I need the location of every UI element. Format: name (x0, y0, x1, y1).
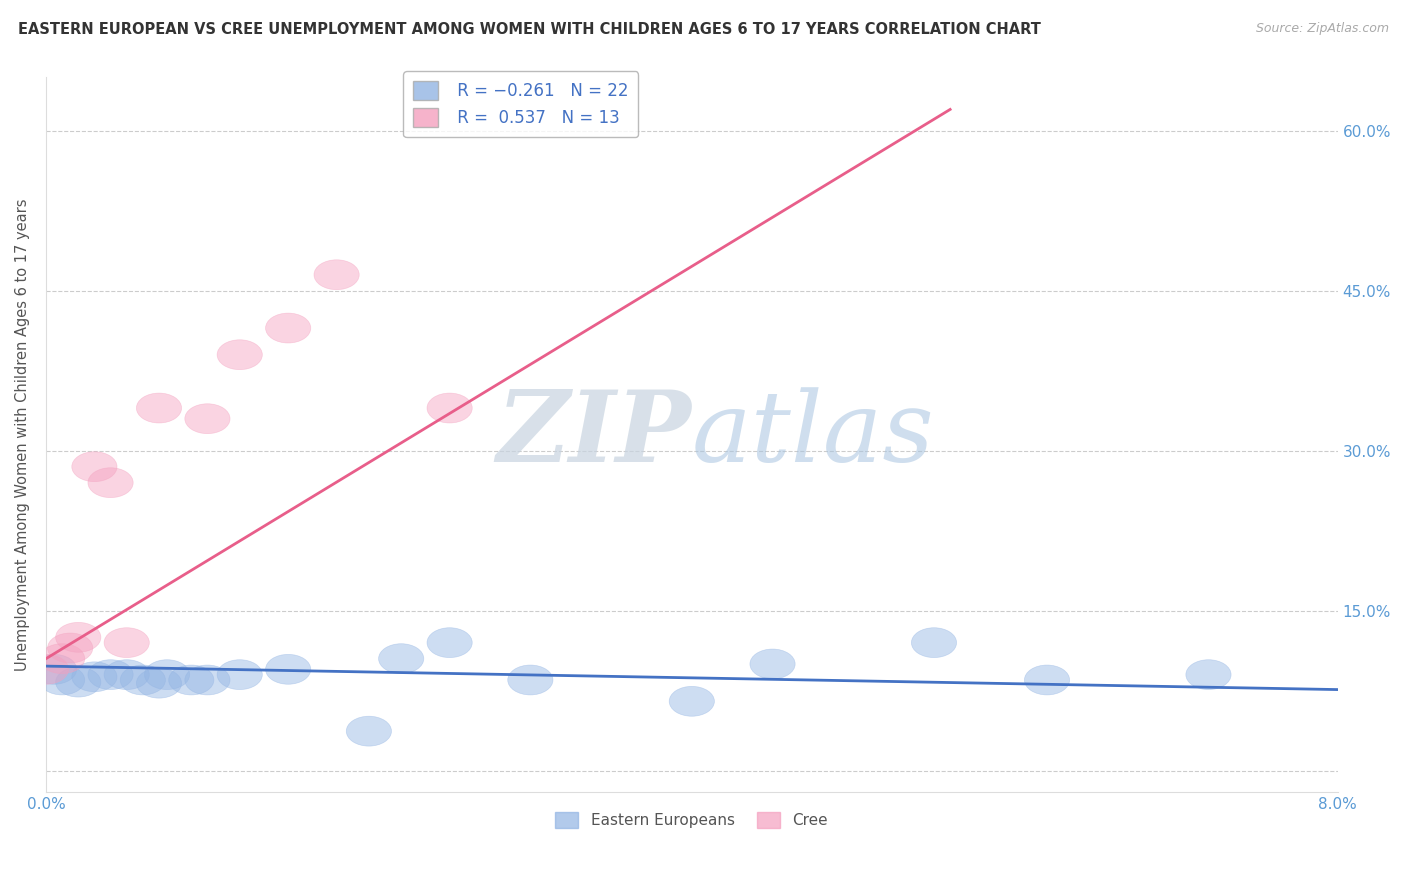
Ellipse shape (427, 393, 472, 423)
Ellipse shape (104, 660, 149, 690)
Ellipse shape (184, 665, 231, 695)
Ellipse shape (56, 623, 101, 652)
Text: Source: ZipAtlas.com: Source: ZipAtlas.com (1256, 22, 1389, 36)
Ellipse shape (169, 665, 214, 695)
Ellipse shape (217, 660, 263, 690)
Ellipse shape (184, 404, 231, 434)
Ellipse shape (24, 655, 69, 684)
Ellipse shape (217, 340, 263, 369)
Ellipse shape (346, 716, 391, 746)
Ellipse shape (72, 451, 117, 482)
Ellipse shape (89, 660, 134, 690)
Ellipse shape (314, 260, 359, 290)
Ellipse shape (911, 628, 956, 657)
Legend: Eastern Europeans, Cree: Eastern Europeans, Cree (550, 805, 834, 834)
Y-axis label: Unemployment Among Women with Children Ages 6 to 17 years: Unemployment Among Women with Children A… (15, 198, 30, 671)
Ellipse shape (39, 644, 84, 673)
Ellipse shape (266, 313, 311, 343)
Text: ZIP: ZIP (496, 386, 692, 483)
Text: atlas: atlas (692, 387, 935, 483)
Ellipse shape (89, 467, 134, 498)
Ellipse shape (121, 665, 166, 695)
Ellipse shape (56, 667, 101, 697)
Ellipse shape (145, 660, 190, 690)
Ellipse shape (136, 393, 181, 423)
Ellipse shape (39, 665, 84, 695)
Ellipse shape (508, 665, 553, 695)
Ellipse shape (1025, 665, 1070, 695)
Ellipse shape (1185, 660, 1232, 690)
Text: EASTERN EUROPEAN VS CREE UNEMPLOYMENT AMONG WOMEN WITH CHILDREN AGES 6 TO 17 YEA: EASTERN EUROPEAN VS CREE UNEMPLOYMENT AM… (18, 22, 1042, 37)
Ellipse shape (669, 686, 714, 716)
Ellipse shape (749, 649, 796, 679)
Ellipse shape (427, 628, 472, 657)
Ellipse shape (136, 668, 181, 698)
Ellipse shape (48, 633, 93, 663)
Ellipse shape (266, 655, 311, 684)
Ellipse shape (31, 655, 77, 684)
Ellipse shape (104, 628, 149, 657)
Ellipse shape (72, 662, 117, 691)
Ellipse shape (378, 644, 423, 673)
